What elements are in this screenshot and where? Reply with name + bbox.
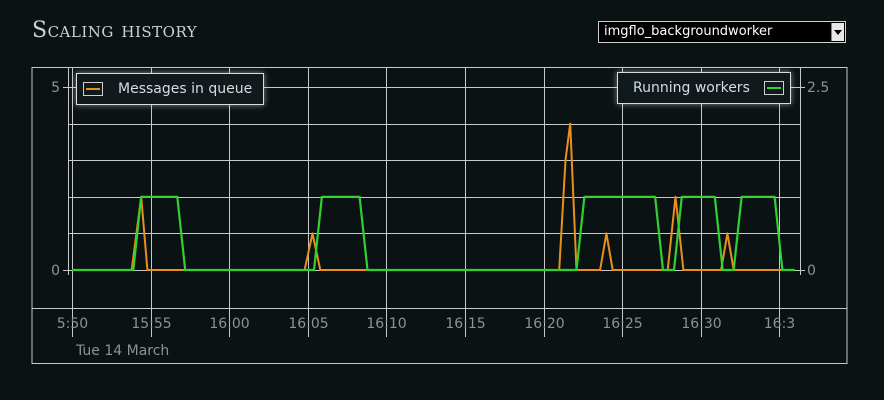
x-tick-label: 16:05 xyxy=(288,316,328,332)
series-lines xyxy=(72,122,795,272)
x-tick-label: 16:00 xyxy=(209,316,249,332)
x-tick-label: 16:20 xyxy=(524,316,564,332)
legend-queue[interactable]: Messages in queue xyxy=(76,73,264,105)
legend-label-queue: Messages in queue xyxy=(118,81,253,97)
x-tick-label: 5:50 xyxy=(57,316,88,332)
legend-swatch-queue xyxy=(83,82,103,96)
vertical-grid xyxy=(72,67,780,337)
x-tick-label: 15:55 xyxy=(131,316,171,332)
right-y-axis: 2.50 xyxy=(800,67,829,279)
worker-select-value: imgflo_backgroundworker xyxy=(604,24,773,39)
x-tick-label: 16:10 xyxy=(366,316,406,332)
y-left-tick-label: 5 xyxy=(51,80,60,96)
left-y-axis: 50 xyxy=(51,67,69,279)
x-tick-label: 16:30 xyxy=(681,316,721,332)
y-left-tick-label: 0 xyxy=(51,263,60,279)
legend-label-workers: Running workers xyxy=(633,80,750,96)
x-tick-label: 16:15 xyxy=(445,316,485,332)
chart-frame xyxy=(31,67,848,364)
worker-select[interactable]: imgflo_backgroundworker xyxy=(598,21,846,43)
horizontal-grid xyxy=(68,87,800,271)
legend-workers[interactable]: Running workers xyxy=(617,72,791,104)
y-right-tick-label: 2.5 xyxy=(807,80,829,96)
x-tick-label: 16:25 xyxy=(602,316,642,332)
series-line-running-workers xyxy=(72,195,795,272)
y-right-tick-label: 0 xyxy=(807,263,816,279)
date-label: Tue 14 March xyxy=(75,343,169,359)
x-tick-label: 16:3 xyxy=(764,316,795,332)
page-title: Scaling history xyxy=(32,18,198,43)
chevron-down-icon[interactable] xyxy=(831,23,844,41)
legend-swatch-workers xyxy=(764,81,784,95)
x-axis: 5:50 15:55 16:00 16:05 16:10 16:15 16:20 16:25 1… xyxy=(57,316,795,332)
